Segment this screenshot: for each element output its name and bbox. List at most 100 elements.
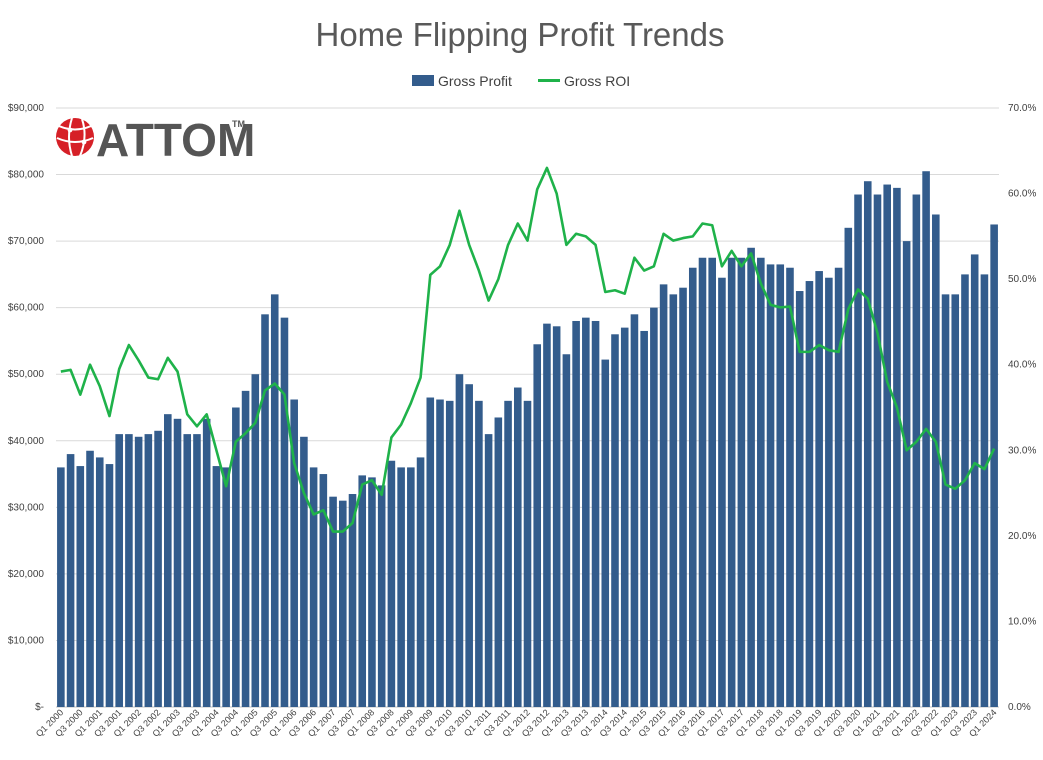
bar-gross-profit xyxy=(727,257,736,707)
bar-gross-profit xyxy=(893,187,901,707)
bar-gross-profit xyxy=(300,436,308,707)
bar-gross-profit xyxy=(620,327,629,707)
bar-gross-profit xyxy=(582,317,590,707)
bar-gross-profit xyxy=(115,434,123,707)
bar-gross-profit xyxy=(397,467,405,707)
bar-gross-profit xyxy=(902,241,911,708)
bar-gross-profit xyxy=(241,390,250,707)
bar-gross-profit xyxy=(766,264,775,707)
bar-gross-profit xyxy=(339,500,347,707)
bar-gross-profit xyxy=(970,254,979,708)
left-axis-tick-label: $90,000 xyxy=(8,103,45,114)
bar-gross-profit xyxy=(416,457,425,707)
bar-gross-profit xyxy=(815,271,823,707)
bar-gross-profit xyxy=(912,194,921,707)
bar-gross-profit xyxy=(222,467,230,707)
bar-gross-profit xyxy=(990,224,998,707)
bar-gross-profit xyxy=(358,475,367,707)
bar-gross-profit xyxy=(57,467,65,707)
bar-gross-profit xyxy=(980,274,989,707)
attom-logo: ATTOM TM xyxy=(56,114,255,166)
attom-logo-text: ATTOM xyxy=(96,114,255,166)
bar-gross-profit xyxy=(134,436,143,707)
bar-gross-profit xyxy=(786,267,794,707)
left-axis-tick-label: $10,000 xyxy=(8,635,45,646)
bar-gross-profit xyxy=(202,418,211,707)
bar-gross-profit xyxy=(426,397,435,707)
bar-gross-profit xyxy=(193,434,201,707)
bar-gross-profit xyxy=(883,184,891,708)
gross-roi-line-group xyxy=(60,166,996,533)
bar-gross-profit xyxy=(591,320,600,707)
bar-gross-profit xyxy=(377,485,386,707)
bar-gross-profit xyxy=(95,457,104,707)
bar-gross-profit xyxy=(708,257,716,707)
bar-gross-profit xyxy=(834,267,843,707)
bar-gross-profit xyxy=(513,387,522,707)
bar-gross-profit xyxy=(270,294,279,707)
bar-gross-profit xyxy=(776,264,785,707)
left-axis-tick-label: $80,000 xyxy=(8,170,45,181)
bar-gross-profit xyxy=(698,257,707,707)
right-axis-tick-label: 20.0% xyxy=(1008,531,1036,542)
left-axis-tick-label: $60,000 xyxy=(8,303,45,314)
attom-logo-tm: TM xyxy=(232,119,245,129)
bar-gross-profit xyxy=(922,171,930,708)
right-axis-tick-label: 60.0% xyxy=(1008,189,1036,200)
bar-gross-profit xyxy=(640,330,648,707)
right-axis-tick-label: 40.0% xyxy=(1008,360,1036,371)
bar-gross-profit xyxy=(844,227,853,708)
bar-gross-profit xyxy=(86,450,94,707)
chart-title: Home Flipping Profit Trends xyxy=(315,16,724,53)
legend: Gross Profit Gross ROI xyxy=(412,73,630,89)
bar-gross-profit xyxy=(737,257,746,707)
left-axis-tick-label: $70,000 xyxy=(8,236,45,247)
left-axis-tick-label: $30,000 xyxy=(8,502,45,513)
bar-gross-profit xyxy=(290,399,298,707)
bar-gross-profit xyxy=(164,414,172,707)
left-axis-tick-label: $20,000 xyxy=(8,569,45,580)
bar-gross-profit xyxy=(951,294,960,707)
bar-gross-profit xyxy=(251,374,260,707)
bar-gross-profit xyxy=(523,400,532,707)
bar-gross-profit xyxy=(76,466,85,707)
bar-gross-profit xyxy=(436,399,444,707)
bar-gross-profit xyxy=(805,281,814,707)
bar-gross-profit xyxy=(572,320,580,707)
bar-gross-profit xyxy=(543,323,551,707)
bar-gross-profit xyxy=(718,277,726,707)
legend-swatch-gross-profit xyxy=(412,75,434,86)
bar-gross-profit xyxy=(747,247,755,707)
right-axis-tick-label: 70.0% xyxy=(1008,103,1036,114)
bar-gross-profit xyxy=(280,317,289,707)
bar-gross-profit xyxy=(173,418,182,707)
bar-gross-profit xyxy=(387,460,396,707)
bar-gross-profit xyxy=(212,466,221,707)
right-axis-tick-label: 30.0% xyxy=(1008,445,1036,456)
bar-gross-profit xyxy=(465,384,473,707)
bar-gross-profit xyxy=(757,257,765,707)
legend-label-gross-profit: Gross Profit xyxy=(438,73,512,89)
bar-gross-profit xyxy=(494,417,503,707)
bar-gross-profit xyxy=(854,194,862,707)
bar-gross-profit xyxy=(183,434,192,707)
gross-profit-bars xyxy=(57,171,998,708)
bar-gross-profit xyxy=(504,400,512,707)
bar-gross-profit xyxy=(484,434,493,707)
bar-gross-profit xyxy=(475,400,483,707)
right-axis-tick-label: 0.0% xyxy=(1008,702,1031,713)
bar-gross-profit xyxy=(348,494,357,707)
left-axis-tick-label: $50,000 xyxy=(8,369,45,380)
bar-gross-profit xyxy=(601,359,610,707)
bar-gross-profit xyxy=(961,274,969,707)
left-axis-tick-label: $40,000 xyxy=(8,436,45,447)
bar-gross-profit xyxy=(650,307,658,707)
bar-gross-profit xyxy=(105,464,114,707)
left-axis-ticks: $- $10,000 $20,000 $30,000 $40,000 $50,000 $60… xyxy=(8,103,45,713)
bar-gross-profit xyxy=(552,326,561,707)
bar-gross-profit xyxy=(795,291,804,707)
bar-gross-profit xyxy=(66,454,75,707)
gross-roi-line xyxy=(60,166,996,533)
